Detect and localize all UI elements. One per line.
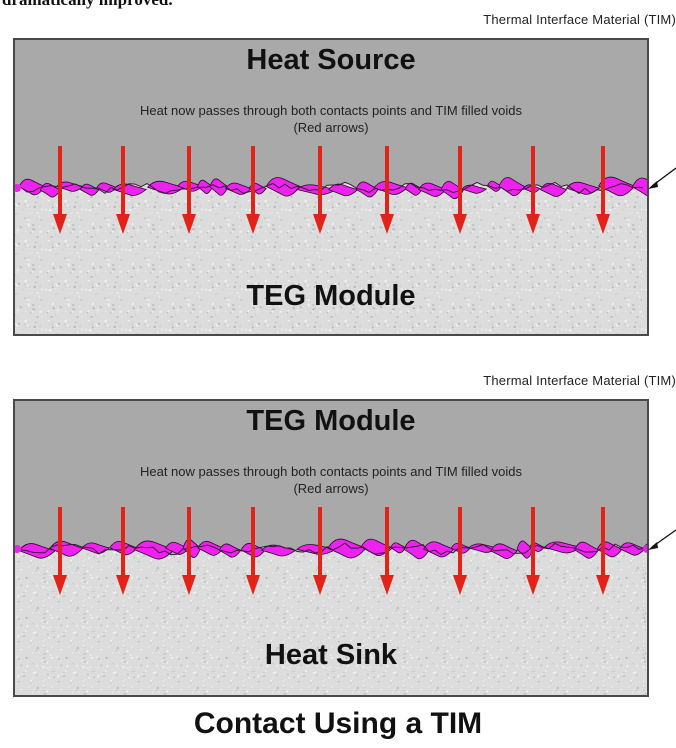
panel-1-note-line2: (Red arrows) [293, 120, 369, 135]
heat-arrow-head [182, 575, 196, 595]
heat-arrow-head [453, 575, 467, 595]
heat-arrow-head [596, 214, 610, 234]
heat-arrow-head [246, 575, 260, 595]
tim-pointer-1 [651, 167, 676, 187]
heat-arrow-head [453, 214, 467, 234]
heat-arrow-head [380, 214, 394, 234]
heat-arrow-head [246, 214, 260, 234]
heat-arrow-head [53, 214, 67, 234]
tim-edge-dot [643, 545, 647, 553]
upper-block [15, 40, 647, 194]
heat-arrow-head [116, 214, 130, 234]
panel-1-bottom-label: TEG Module [246, 280, 416, 312]
heat-arrow-head [526, 214, 540, 234]
tim-pointer-2 [651, 529, 676, 548]
panel-2-note: Heat now passes through both contacts po… [15, 463, 647, 497]
panel-1-note: Heat now passes through both contacts po… [15, 102, 647, 136]
heat-arrow-head [526, 575, 540, 595]
tim-edge-dot [15, 184, 21, 192]
panel-2-bottom-label: Heat Sink [264, 639, 398, 671]
tim-label-1: Thermal Interface Material (TIM) [483, 12, 676, 27]
panel-1: Heat Source Heat now passes through both… [13, 38, 649, 336]
tim-blob [539, 182, 568, 197]
panel-2-note-line2: (Red arrows) [293, 481, 369, 496]
panel-2-note-line1: Heat now passes through both contacts po… [139, 464, 523, 479]
tim-pointer-2-head [648, 542, 658, 550]
tim-blob [490, 543, 518, 559]
panel-1-graphic [15, 40, 647, 334]
panel-2-graphic [15, 401, 647, 695]
heat-arrow-head [313, 214, 327, 234]
tim-pointer-1-head [648, 181, 658, 189]
panel-2: TEG Module Heat now passes through both … [13, 399, 649, 697]
heat-arrow-head [313, 575, 327, 595]
heat-arrow-head [116, 575, 130, 595]
heat-arrow-head [182, 214, 196, 234]
panel-1-note-line1: Heat now passes through both contacts po… [139, 103, 523, 118]
tim-blob [498, 177, 525, 197]
tim-label-2: Thermal Interface Material (TIM) [483, 373, 676, 388]
caption: Contact Using a TIM [193, 707, 483, 740]
upper-block [15, 401, 647, 555]
heat-arrow-head [53, 575, 67, 595]
header-cut-text: dramatically improved. [2, 0, 173, 10]
heat-arrow-head [380, 575, 394, 595]
tim-edge-dot [15, 545, 21, 553]
tim-blob [265, 177, 301, 197]
tim-edge-dot [643, 184, 647, 192]
heat-arrow-head [596, 575, 610, 595]
panel-2-top-label: TEG Module [246, 405, 416, 437]
panel-1-top-label: Heat Source [246, 44, 416, 76]
tim-blob [565, 181, 601, 195]
